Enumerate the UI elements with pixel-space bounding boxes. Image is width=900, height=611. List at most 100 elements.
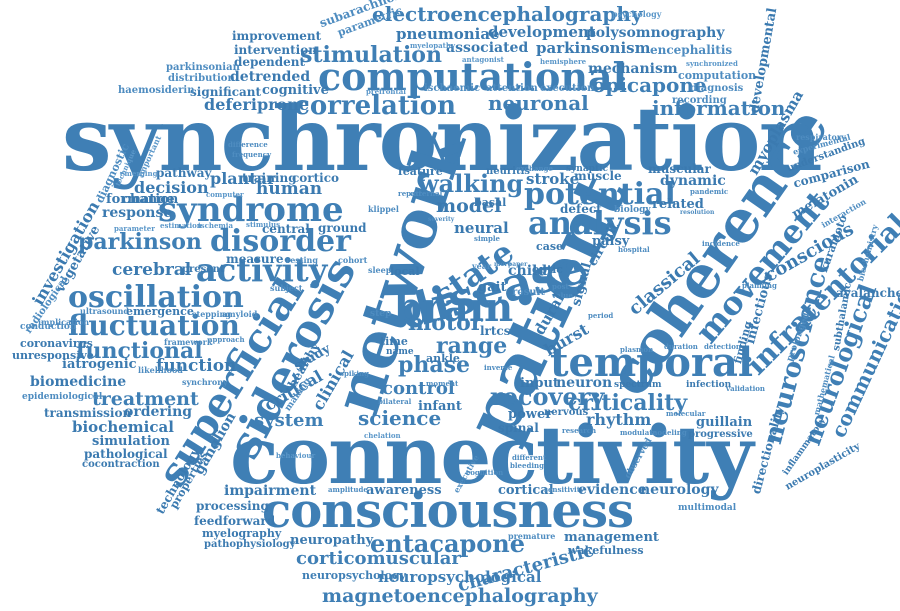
word-planning: planning <box>742 281 777 290</box>
word-oscillation: oscillation <box>68 280 244 315</box>
word-information: information <box>652 96 786 120</box>
word-neuron: neuron <box>556 375 613 391</box>
word-stimulus: stimulus <box>246 220 281 229</box>
word-klippel: klippel <box>368 204 399 214</box>
word-period: period <box>588 311 614 320</box>
word-response: response <box>102 205 173 221</box>
word-parkinsonian: parkinsonian <box>166 62 240 73</box>
word-parkinsonism: parkinsonism <box>536 39 651 57</box>
word-estimation: estimation <box>160 221 202 230</box>
word-behaviour: behaviour <box>276 451 316 460</box>
word-motor: motor <box>408 310 483 336</box>
word-stroke: stroke <box>526 170 580 188</box>
word-parkinson: parkinson <box>78 229 202 255</box>
word-formation: formation <box>106 192 179 207</box>
word-distribution: distribution <box>168 73 235 84</box>
word-epidemiological: epidemiological <box>22 392 103 402</box>
word-corticomuscular: corticomuscular <box>296 548 461 569</box>
word-human: human <box>256 179 323 199</box>
word-correlation: correlation <box>294 91 456 121</box>
word-neuropathy: neuropathy <box>290 533 374 548</box>
word-biology: biology <box>614 205 651 215</box>
word-ischaemic: ischaemic <box>424 83 481 94</box>
word-fluctuation: fluctuation <box>68 309 240 342</box>
word-temporal: temporal <box>550 339 754 386</box>
word-subject: subject <box>270 283 303 293</box>
word-framework: framework <box>164 337 213 347</box>
word-step: step <box>370 309 392 319</box>
word-coronavirus: coronavirus <box>20 337 93 350</box>
word-opicapone: opicapone <box>592 73 707 97</box>
word-palsy: palsy <box>592 234 630 249</box>
word-progressive: progressive <box>688 429 753 440</box>
word-awareness: awareness <box>366 483 442 498</box>
word-resting: resting <box>286 255 318 265</box>
word-input: input <box>520 376 559 391</box>
word-spectrum: spectrum <box>614 380 662 390</box>
word-phase: phase <box>398 352 471 378</box>
word-analysis: analysis <box>528 204 672 242</box>
word-decision: decision <box>134 178 209 197</box>
word-mechanism: mechanism <box>588 61 678 77</box>
word-computation: computation <box>678 69 757 82</box>
word-detection: detection <box>704 342 741 351</box>
word-ground: ground <box>318 221 367 235</box>
word-training: training <box>242 171 297 185</box>
word-neuritis: neuritis <box>486 166 531 177</box>
word-detrended: detrended <box>230 69 311 85</box>
word-cognition: cognition <box>466 468 504 477</box>
word-functional: functional <box>76 338 203 364</box>
word-science: science <box>358 406 442 430</box>
word-premature: premature <box>508 531 556 541</box>
word-defect: defect <box>560 202 602 216</box>
word-ultrasound: ultrasound <box>80 306 130 316</box>
word-attention: attention <box>486 83 538 94</box>
word-child: child <box>508 263 548 279</box>
word-bilateral: bilateral <box>378 397 412 406</box>
word-paper: paper <box>508 261 528 268</box>
word-treatment: treatment <box>92 388 199 410</box>
word-connectivity: connectivity <box>230 408 754 502</box>
word-entacapone: entacapone <box>370 529 526 558</box>
word-control: control <box>382 378 455 399</box>
word-transmission: transmission <box>44 406 132 420</box>
word-execution: execution <box>540 83 595 94</box>
word-synaptic: synaptic <box>566 164 609 174</box>
word-synchrony: synchrony <box>182 377 228 387</box>
word-infant: infant <box>418 399 462 414</box>
word-impairment: impairment <box>224 483 317 499</box>
word-function: function <box>156 356 237 376</box>
word-recovery: recovery <box>490 382 605 411</box>
word-antagonist: antagonist <box>462 55 504 64</box>
word-sleep: sleep <box>368 265 392 275</box>
word-unresponsive: unresponsive <box>12 349 94 362</box>
word-system: system <box>254 410 324 431</box>
word-sensitivity: sensitivity <box>544 485 585 494</box>
word-muscle: muscle <box>574 169 622 183</box>
word-emergence: emergence <box>126 305 194 318</box>
word-severity: severity <box>428 216 455 223</box>
word-name: name <box>386 347 414 357</box>
word-computer: computer <box>206 190 244 199</box>
word-simple: simple <box>474 234 501 243</box>
word-cortico: cortico <box>292 171 340 185</box>
word-gait: gait <box>478 280 507 295</box>
word-likelihood: likelihood <box>138 365 183 375</box>
word-walking: walking <box>418 169 524 198</box>
word-potential: potential <box>524 177 676 212</box>
word-pathophysiology: pathophysiology <box>204 539 296 550</box>
word-external: external <box>410 189 443 198</box>
word-infection: infection <box>686 380 732 390</box>
word-synchronization: synchronization <box>62 87 822 191</box>
word-encephalitis: encephalitis <box>650 43 733 57</box>
word-significant: significant <box>190 85 262 99</box>
word-intervention: intervention <box>234 43 317 57</box>
word-wakefulness: wakefulness <box>568 544 644 557</box>
word-processing: processing <box>196 499 269 513</box>
word-feedforward: feedforward <box>194 514 276 528</box>
word-plasmon: plasmon <box>620 345 654 354</box>
word-myelopathy: myelopathy <box>410 41 456 50</box>
word-basal: basal <box>474 196 507 209</box>
word-research: research <box>562 426 597 435</box>
word-iatrogenic: iatrogenic <box>62 357 137 372</box>
